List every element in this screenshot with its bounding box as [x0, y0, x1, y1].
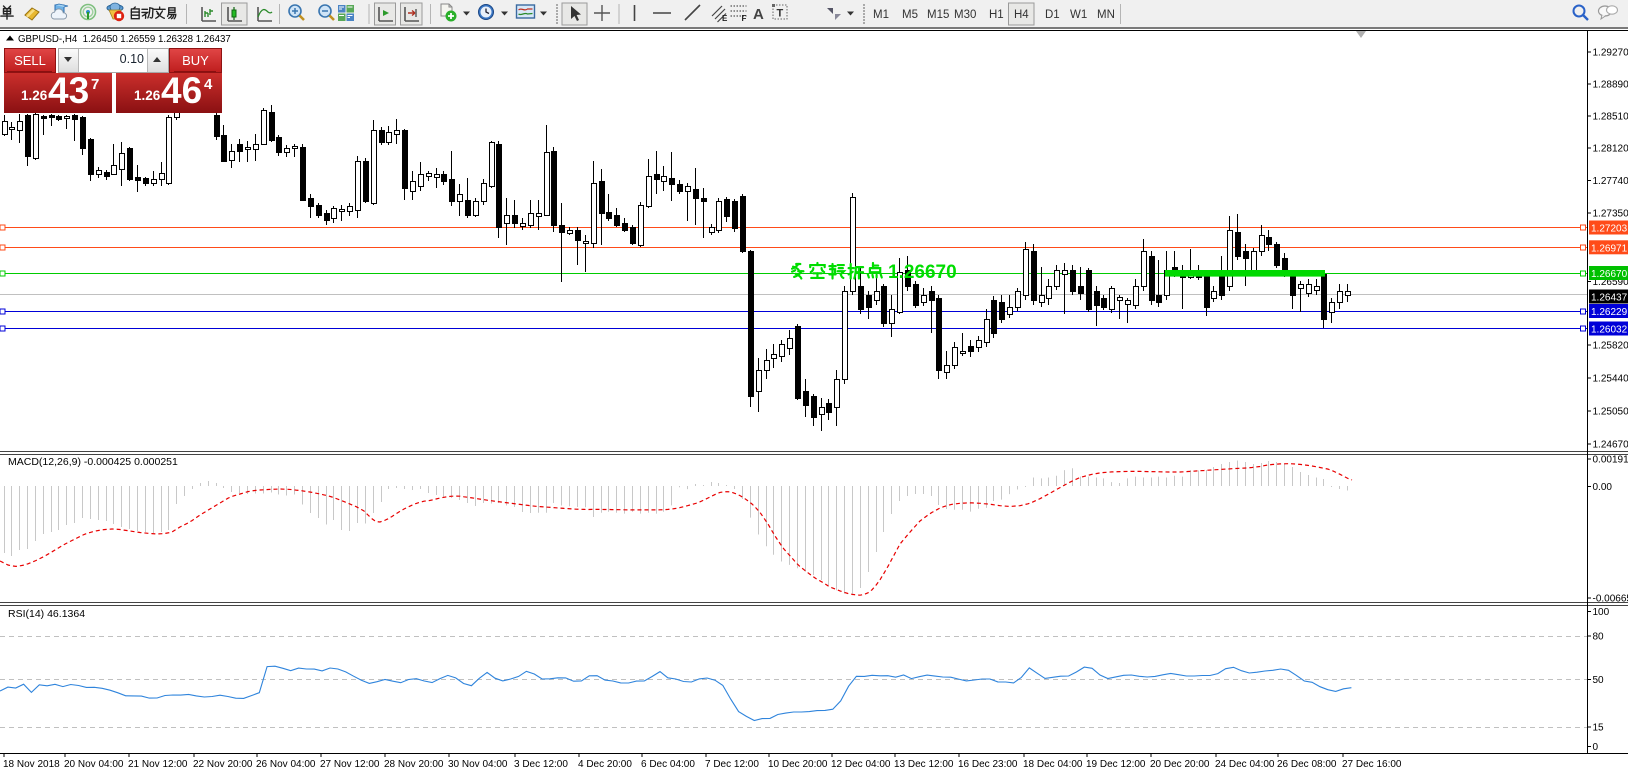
svg-text:1.27203: 1.27203: [1591, 224, 1628, 235]
svg-text:1.26590: 1.26590: [1593, 277, 1628, 288]
svg-text:20 Nov 04:00: 20 Nov 04:00: [64, 759, 124, 770]
svg-text:M30: M30: [954, 9, 976, 21]
svg-text:12 Dec 04:00: 12 Dec 04:00: [831, 759, 891, 770]
svg-text:RSI(14) 46.1364: RSI(14) 46.1364: [8, 608, 85, 620]
svg-text:80: 80: [1593, 632, 1605, 643]
svg-text:7 Dec 12:00: 7 Dec 12:00: [705, 759, 759, 770]
svg-text:W1: W1: [1070, 9, 1087, 21]
svg-text:27 Nov 12:00: 27 Nov 12:00: [320, 759, 380, 770]
svg-text:1.27740: 1.27740: [1593, 176, 1628, 187]
svg-text:E: E: [722, 14, 728, 23]
svg-text:F: F: [742, 14, 747, 23]
svg-text:0.001915: 0.001915: [1593, 455, 1628, 466]
svg-text:3 Dec 12:00: 3 Dec 12:00: [514, 759, 568, 770]
svg-text:1.28890: 1.28890: [1593, 80, 1628, 91]
svg-text:21 Nov 12:00: 21 Nov 12:00: [128, 759, 188, 770]
svg-text:-0.006659: -0.006659: [1593, 594, 1628, 605]
svg-text:0: 0: [1593, 742, 1599, 753]
svg-text:MACD(12,26,9) -0.000425 0.0002: MACD(12,26,9) -0.000425 0.000251: [8, 456, 178, 468]
svg-text:15: 15: [1593, 723, 1605, 734]
svg-text:1.25050: 1.25050: [1593, 407, 1628, 418]
svg-text:H1: H1: [989, 9, 1004, 21]
svg-text:1.26229: 1.26229: [1591, 307, 1628, 318]
svg-text:1.25440: 1.25440: [1593, 374, 1628, 385]
svg-text:30 Nov 04:00: 30 Nov 04:00: [448, 759, 508, 770]
svg-text:H4: H4: [1014, 9, 1029, 21]
svg-text:18 Nov 2018: 18 Nov 2018: [3, 759, 60, 770]
svg-text:MN: MN: [1097, 9, 1115, 21]
svg-text:1.26971: 1.26971: [1591, 243, 1628, 254]
svg-text:26 Nov 04:00: 26 Nov 04:00: [256, 759, 316, 770]
svg-text:D1: D1: [1045, 9, 1060, 21]
svg-text:27 Dec 16:00: 27 Dec 16:00: [1342, 759, 1402, 770]
svg-text:M1: M1: [873, 9, 889, 21]
svg-text:1.26437: 1.26437: [1591, 293, 1628, 304]
svg-text:50: 50: [1593, 675, 1605, 686]
svg-text:100: 100: [1593, 607, 1610, 618]
svg-text:1.29270: 1.29270: [1593, 48, 1628, 59]
svg-text:19 Dec 12:00: 19 Dec 12:00: [1086, 759, 1146, 770]
svg-text:1.28510: 1.28510: [1593, 112, 1628, 123]
svg-text:GBPUSD-,H4 1.26450 1.26559 1.: GBPUSD-,H4 1.26450 1.26559 1.26328 1.264…: [18, 34, 231, 45]
svg-text:0.00: 0.00: [1593, 482, 1613, 493]
svg-text:18 Dec 04:00: 18 Dec 04:00: [1023, 759, 1083, 770]
svg-text:26 Dec 08:00: 26 Dec 08:00: [1277, 759, 1337, 770]
svg-text:6 Dec 04:00: 6 Dec 04:00: [641, 759, 695, 770]
svg-text:10 Dec 20:00: 10 Dec 20:00: [768, 759, 828, 770]
svg-text:1.27350: 1.27350: [1593, 209, 1628, 220]
svg-text:24 Dec 04:00: 24 Dec 04:00: [1215, 759, 1275, 770]
svg-text:A: A: [753, 6, 764, 23]
svg-text:20 Dec 20:00: 20 Dec 20:00: [1150, 759, 1210, 770]
svg-text:1.28120: 1.28120: [1593, 144, 1628, 155]
svg-text:M5: M5: [902, 9, 918, 21]
svg-text:1.25820: 1.25820: [1593, 341, 1628, 352]
svg-text:22 Nov 20:00: 22 Nov 20:00: [193, 759, 253, 770]
svg-text:T: T: [777, 8, 784, 20]
svg-text:M15: M15: [927, 9, 949, 21]
svg-text:16 Dec 23:00: 16 Dec 23:00: [958, 759, 1018, 770]
svg-text:1.26032: 1.26032: [1591, 325, 1628, 336]
svg-text:1.26670: 1.26670: [1591, 269, 1628, 280]
svg-text:13 Dec 12:00: 13 Dec 12:00: [894, 759, 954, 770]
svg-text:1.26670: 1.26670: [888, 262, 957, 283]
svg-text:4 Dec 20:00: 4 Dec 20:00: [578, 759, 632, 770]
svg-text:1.24670: 1.24670: [1593, 440, 1628, 451]
svg-text:28 Nov 20:00: 28 Nov 20:00: [384, 759, 444, 770]
